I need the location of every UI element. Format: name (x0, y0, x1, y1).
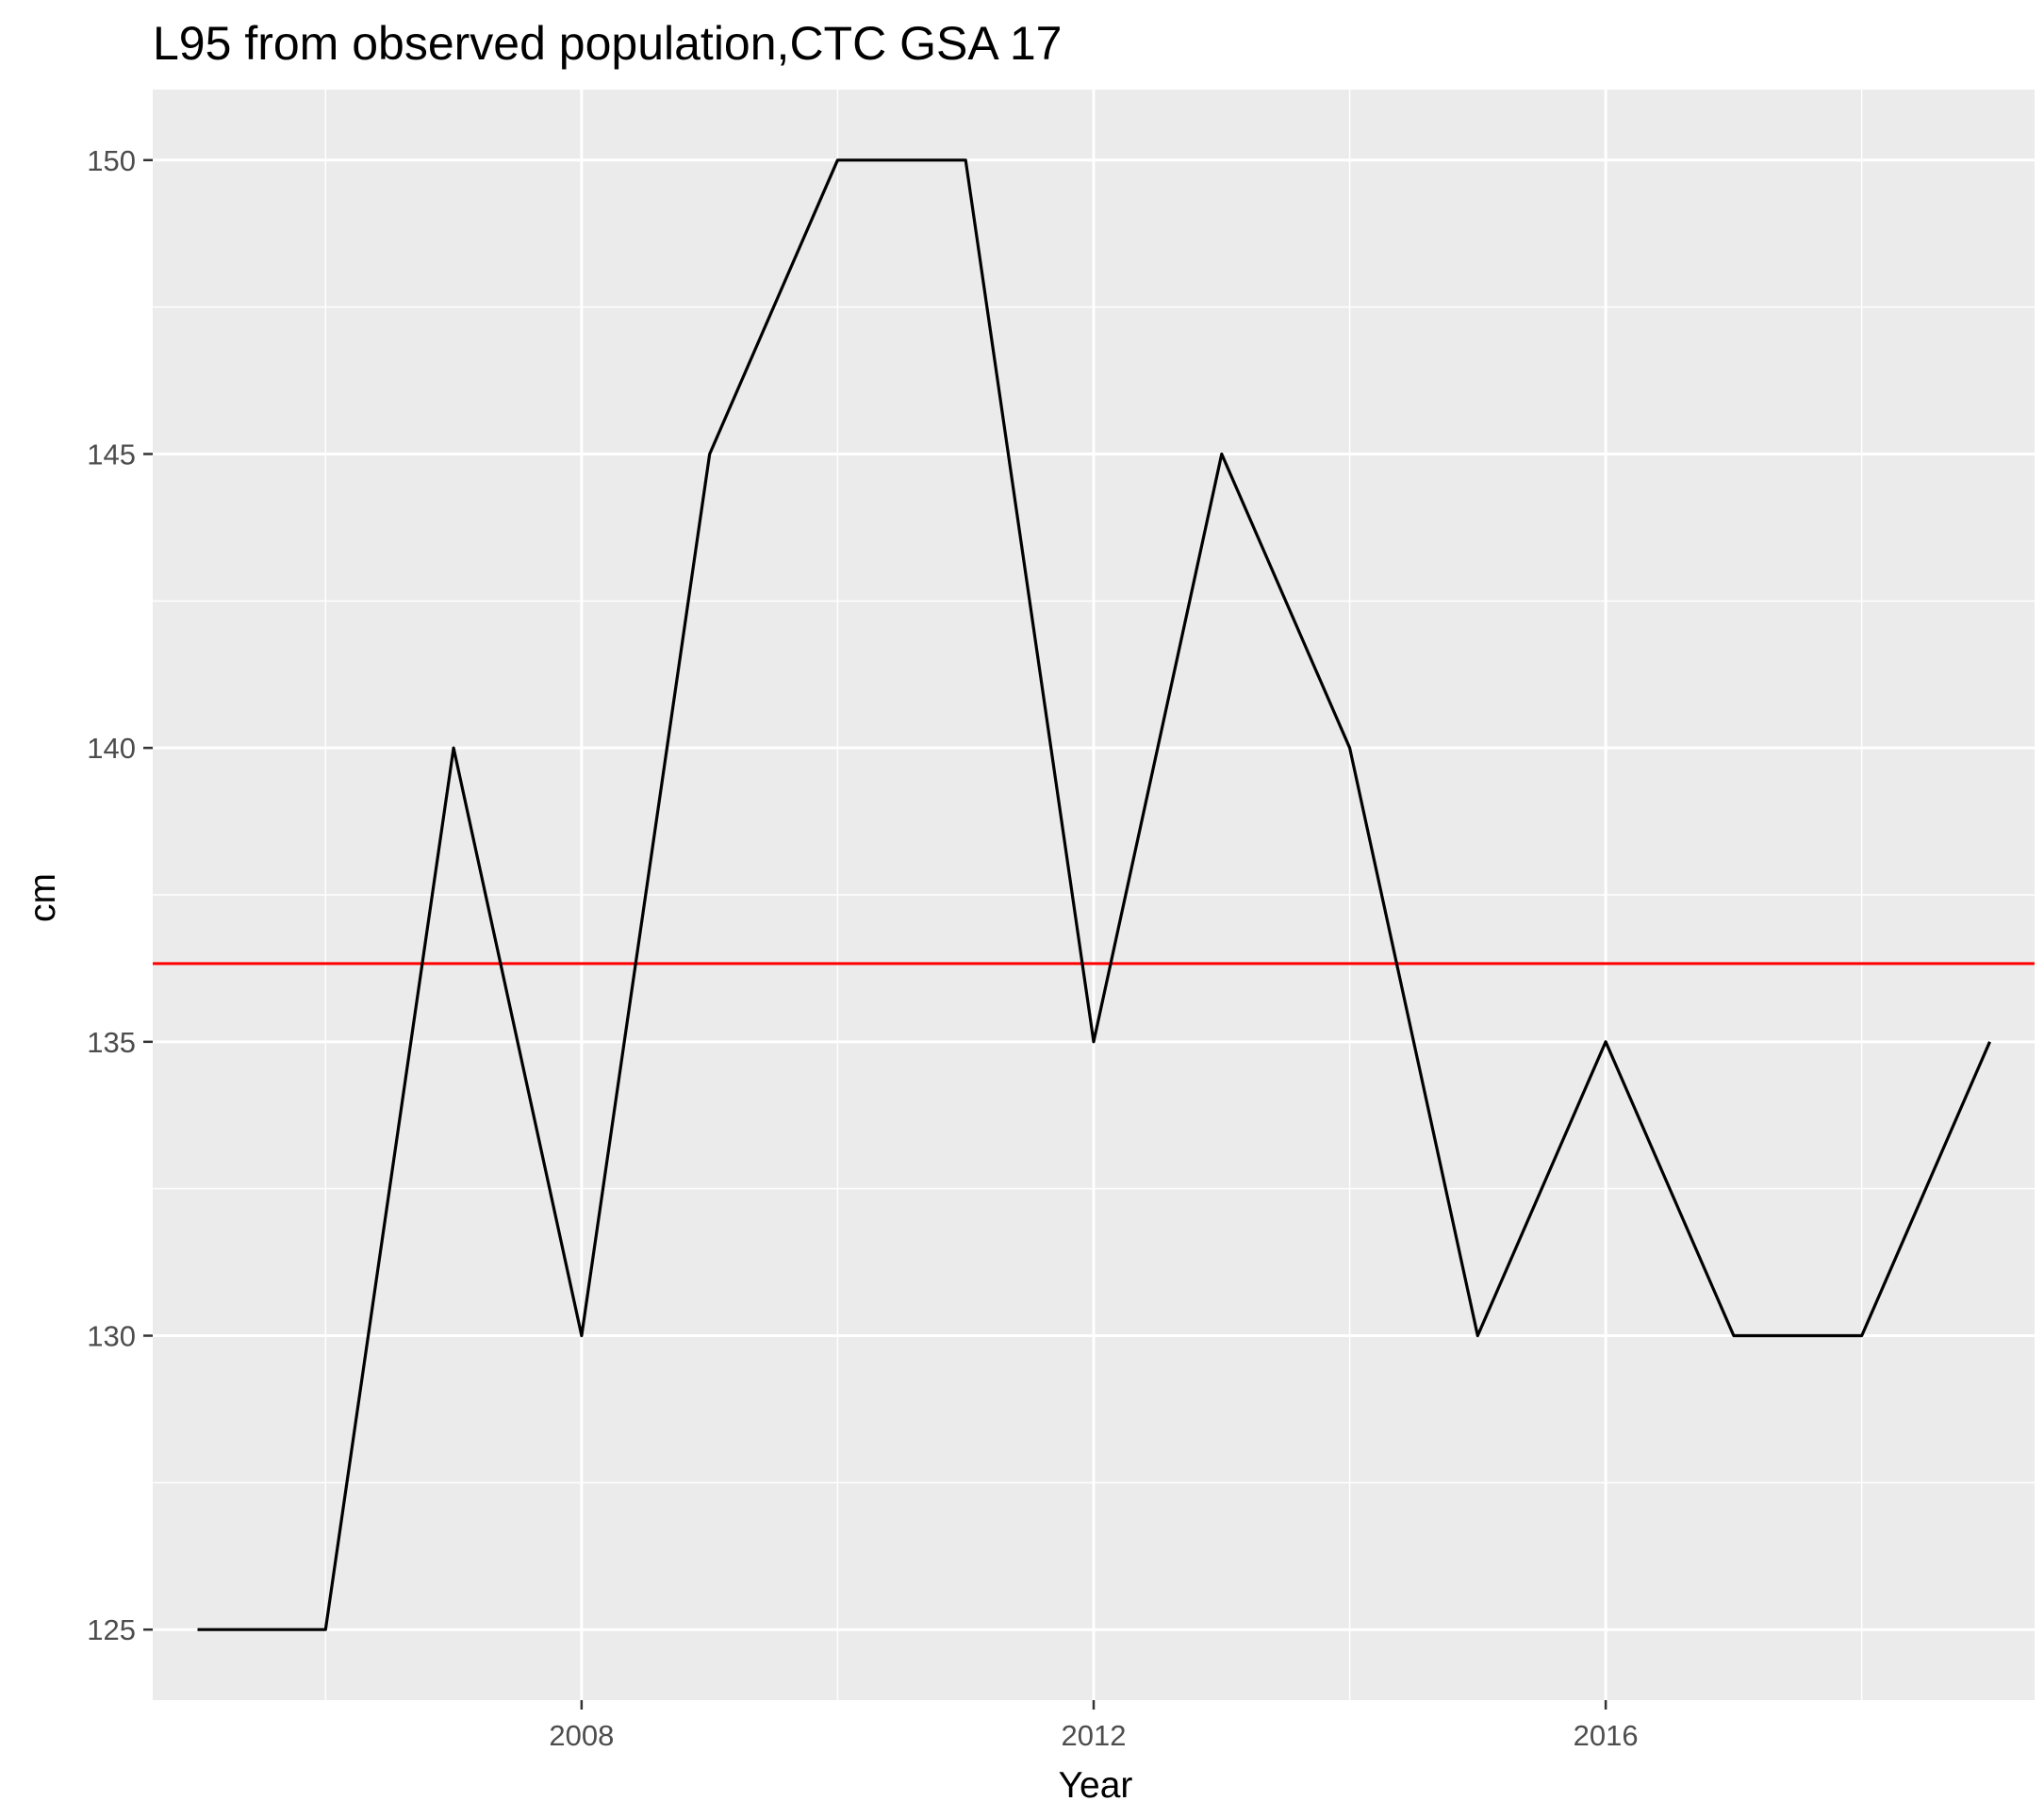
y-tick-label: 150 (87, 144, 136, 177)
x-tick-label: 2016 (1574, 1719, 1639, 1752)
x-axis-title: Year (1059, 1765, 1133, 1806)
y-tick-label: 140 (87, 732, 136, 765)
y-axis-ticks: 125 130 135 140 145 150 (87, 144, 153, 1646)
y-tick-label: 145 (87, 438, 136, 471)
y-tick-label: 135 (87, 1026, 136, 1059)
x-tick-label: 2012 (1062, 1719, 1127, 1752)
x-axis-ticks: 2008 2012 2016 (549, 1700, 1639, 1752)
series-line (197, 158, 1991, 1631)
x-tick-label: 2008 (549, 1719, 614, 1752)
y-tick-label: 130 (87, 1320, 136, 1353)
y-axis-title: cm (23, 873, 63, 922)
series-layer (197, 158, 1991, 1631)
y-tick-label: 125 (87, 1613, 136, 1646)
chart-title: L95 from observed population,CTC GSA 17 (153, 17, 1062, 70)
